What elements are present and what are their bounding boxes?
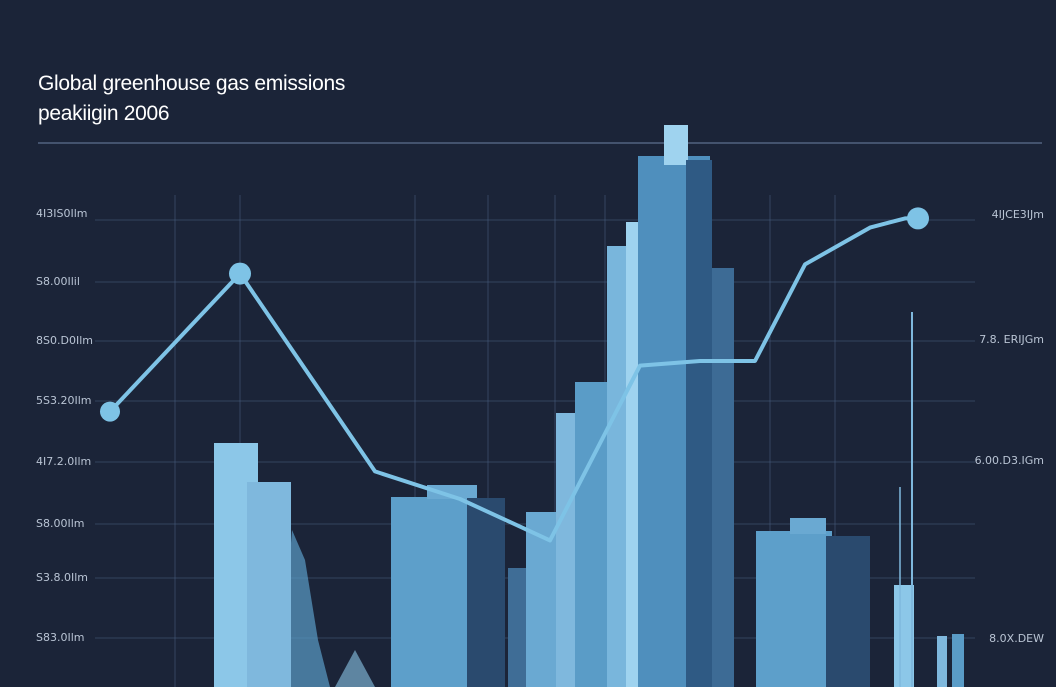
right-tick-label: 8.0X.DEW — [989, 632, 1044, 645]
data-point — [907, 207, 929, 230]
right-tick-label: 6.00.D3.IGm — [974, 454, 1044, 467]
left-tick-label: 8S0.D0Ilm — [36, 334, 93, 347]
skyline-tower-top — [664, 125, 688, 165]
skyline-building — [247, 482, 291, 687]
left-tick-label: 4I3IS0Ilm — [36, 207, 88, 220]
left-tick-label: S8.00Ilil — [36, 275, 80, 288]
left-tick-label: 4I7.2.0Ilm — [36, 455, 92, 468]
skyline-building — [686, 160, 712, 687]
skyline-building — [894, 585, 914, 687]
skyline-building — [826, 536, 870, 687]
skyline-building — [937, 636, 947, 687]
right-tick-label: 7.8. ERIJGm — [979, 333, 1044, 346]
skyline-building — [756, 531, 832, 687]
skyline-peak — [335, 650, 375, 687]
chart-subtitle: peakiigin 2006 — [38, 102, 170, 125]
data-point — [229, 262, 251, 285]
skyline-building — [391, 497, 473, 687]
left-tick-label: S3.8.0Ilm — [36, 571, 88, 584]
right-tick-label: 4IJCE3IJm — [991, 208, 1044, 221]
skyline-spire — [280, 530, 330, 687]
skyline-building — [508, 568, 530, 687]
skyline-building — [952, 634, 964, 687]
chart-title: Global greenhouse gas emissions — [38, 72, 346, 95]
skyline-building — [467, 498, 505, 687]
emissions-line — [108, 216, 920, 543]
data-point — [100, 401, 120, 422]
left-tick-label: S8.00Ilm — [36, 517, 85, 530]
left-tick-label: S83.0Ilm — [36, 631, 85, 644]
left-tick-label: 5S3.20Ilm — [36, 394, 92, 407]
skyline-building — [427, 485, 477, 499]
skyline-building — [712, 268, 734, 687]
skyline-building — [790, 518, 826, 534]
